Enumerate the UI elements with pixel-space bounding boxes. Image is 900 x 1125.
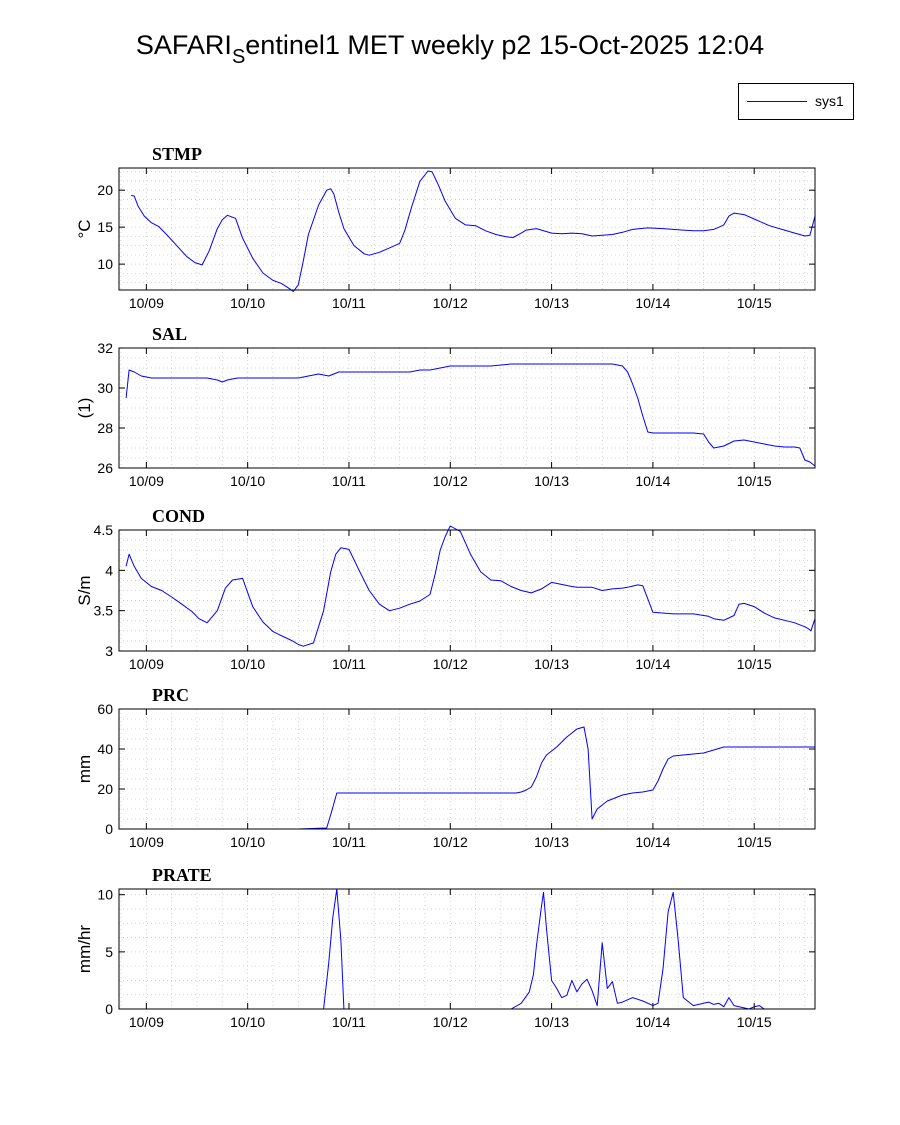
x-tick-label: 10/14 bbox=[635, 473, 670, 489]
grid bbox=[119, 530, 815, 651]
figure-title-prefix: SAFARI bbox=[135, 30, 232, 60]
chart-cond: 3 3.5 4 4.5 10/09 10/10 10/11 10/12 10/13 10/14 10… bbox=[75, 506, 816, 672]
y-tick-label: 15 bbox=[97, 219, 113, 235]
y-axis-label: mm bbox=[75, 755, 94, 783]
x-tick-label: 10/10 bbox=[230, 1014, 265, 1030]
y-tick-label: 26 bbox=[97, 460, 113, 476]
figure-title-suffix: entinel1 MET weekly p2 15-Oct-2025 12:04 bbox=[245, 30, 765, 60]
x-tick-label: 10/15 bbox=[737, 473, 772, 489]
y-tick-label: 28 bbox=[97, 420, 113, 436]
series-line-sys1 bbox=[126, 888, 815, 1010]
x-tick-label: 10/13 bbox=[534, 656, 569, 672]
panel-title: STMP bbox=[152, 144, 202, 164]
series-line-sys1 bbox=[125, 525, 816, 647]
grid bbox=[119, 709, 815, 829]
x-tick-label: 10/11 bbox=[332, 656, 366, 672]
panel-title: COND bbox=[152, 506, 205, 526]
y-tick-label: 4.5 bbox=[94, 522, 114, 538]
x-tick-label: 10/14 bbox=[635, 295, 670, 311]
x-tick-label: 10/12 bbox=[433, 656, 468, 672]
x-tick-label: 10/09 bbox=[129, 656, 164, 672]
x-tick-label: 10/13 bbox=[534, 1014, 569, 1030]
y-axis-label: (1) bbox=[75, 398, 94, 419]
y-tick-label: 40 bbox=[97, 741, 113, 757]
x-tick-label: 10/10 bbox=[230, 295, 265, 311]
series-line-sys1 bbox=[125, 363, 816, 467]
chart-sal: 26 28 30 32 10/09 10/10 10/11 10/12 10/13 10/14 10… bbox=[75, 324, 816, 489]
legend-label: sys1 bbox=[815, 93, 844, 109]
axes-frame bbox=[118, 347, 816, 469]
figure-title: SAFARISentinel1 MET weekly p2 15-Oct-202… bbox=[0, 30, 900, 69]
y-tick-label: 30 bbox=[97, 380, 113, 396]
y-tick-label: 32 bbox=[97, 340, 113, 356]
x-tick-label: 10/12 bbox=[433, 295, 468, 311]
x-tick-label: 10/15 bbox=[737, 656, 772, 672]
x-tick-label: 10/11 bbox=[332, 295, 366, 311]
x-tick-label: 10/12 bbox=[433, 1014, 468, 1030]
axes-frame bbox=[118, 888, 816, 1010]
y-tick-label: 3 bbox=[105, 643, 113, 659]
y-tick-label: 10 bbox=[97, 887, 113, 903]
x-tick-label: 10/15 bbox=[737, 295, 772, 311]
y-axis-label: °C bbox=[75, 219, 94, 238]
y-axis-label: mm/hr bbox=[75, 925, 94, 974]
axes-frame bbox=[118, 167, 816, 291]
chart-stmp: 10 15 20 10/09 10/10 10/11 10/12 10/13 10/14 10/1… bbox=[75, 144, 816, 311]
x-tick-label: 10/09 bbox=[129, 473, 164, 489]
series-line-sys1 bbox=[131, 170, 816, 292]
panel-title: SAL bbox=[152, 324, 187, 344]
y-tick-label: 10 bbox=[97, 256, 113, 272]
legend: sys1 bbox=[738, 83, 854, 120]
grid bbox=[119, 889, 815, 1009]
x-tick-label: 10/15 bbox=[737, 834, 772, 850]
x-tick-label: 10/10 bbox=[230, 834, 265, 850]
y-tick-label: 20 bbox=[97, 182, 113, 198]
x-tick-label: 10/10 bbox=[230, 656, 265, 672]
y-tick-label: 3.5 bbox=[94, 603, 114, 619]
y-tick-label: 60 bbox=[97, 701, 113, 717]
x-tick-label: 10/13 bbox=[534, 834, 569, 850]
series-line-sys1 bbox=[126, 726, 815, 830]
x-tick-label: 10/12 bbox=[433, 834, 468, 850]
y-tick-label: 5 bbox=[105, 944, 113, 960]
x-tick-label: 10/14 bbox=[635, 656, 670, 672]
x-tick-label: 10/11 bbox=[332, 473, 366, 489]
chart-prate: 0 5 10 10/09 10/10 10/11 10/12 10/13 10/14 10/15 P… bbox=[75, 865, 816, 1030]
grid bbox=[119, 348, 815, 468]
x-tick-label: 10/09 bbox=[129, 295, 164, 311]
x-tick-label: 10/13 bbox=[534, 473, 569, 489]
grid bbox=[119, 168, 815, 290]
figure-title-subscript: S bbox=[231, 46, 246, 68]
y-tick-label: 0 bbox=[105, 1001, 113, 1017]
panel-title: PRATE bbox=[152, 865, 212, 885]
y-axis-label: S/m bbox=[75, 575, 94, 605]
x-tick-label: 10/15 bbox=[737, 1014, 772, 1030]
x-tick-label: 10/12 bbox=[433, 473, 468, 489]
y-tick-label: 4 bbox=[105, 562, 113, 578]
axes-frame bbox=[118, 708, 816, 830]
x-tick-label: 10/11 bbox=[332, 834, 366, 850]
x-tick-label: 10/13 bbox=[534, 295, 569, 311]
x-tick-label: 10/14 bbox=[635, 834, 670, 850]
x-tick-label: 10/09 bbox=[129, 1014, 164, 1030]
legend-line-swatch bbox=[747, 101, 807, 102]
y-tick-label: 0 bbox=[105, 821, 113, 837]
panel-title: PRC bbox=[152, 685, 189, 705]
x-tick-label: 10/11 bbox=[332, 1014, 366, 1030]
x-tick-label: 10/14 bbox=[635, 1014, 670, 1030]
chart-prc: 0 20 40 60 10/09 10/10 10/11 10/12 10/13 10/14 10/… bbox=[75, 685, 816, 850]
x-tick-label: 10/09 bbox=[129, 834, 164, 850]
x-tick-label: 10/10 bbox=[230, 473, 265, 489]
axes-frame bbox=[118, 529, 816, 652]
y-tick-label: 20 bbox=[97, 781, 113, 797]
